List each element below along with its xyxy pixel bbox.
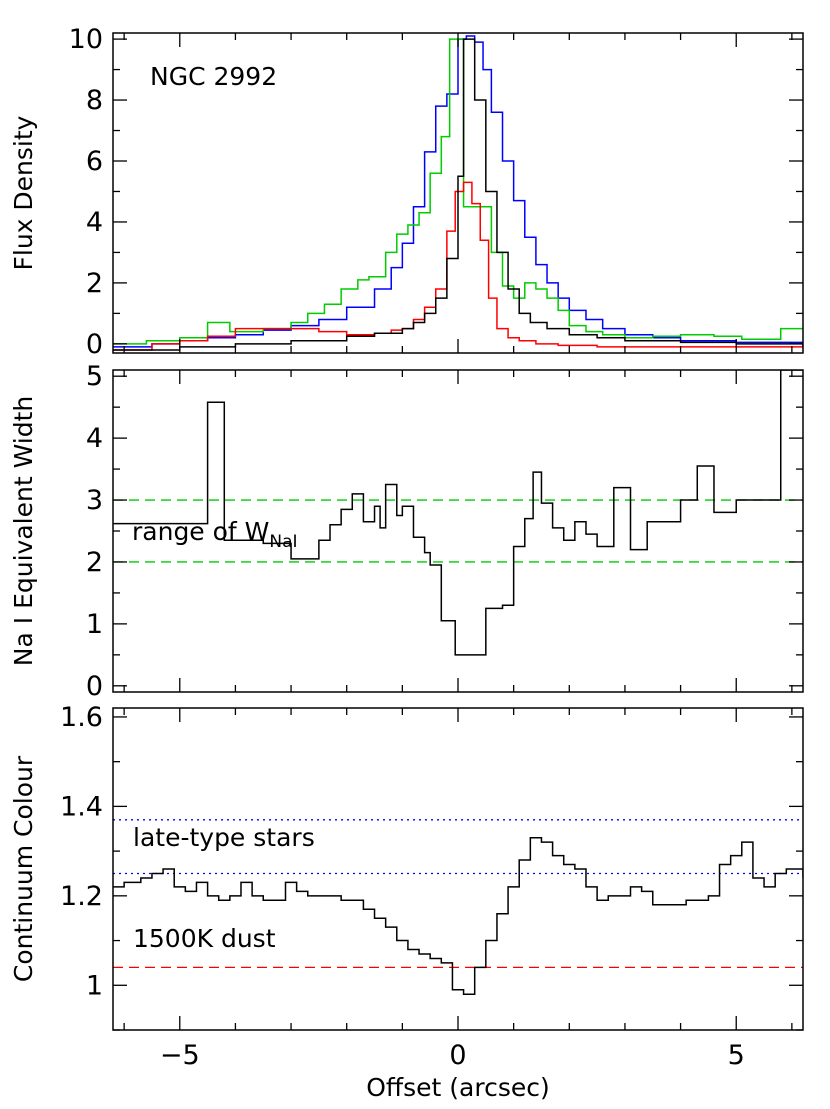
y-tick-label: 0	[86, 671, 103, 702]
y-tick-label: 8	[86, 85, 103, 116]
y-tick-label: 5	[86, 361, 103, 392]
y-tick-label: 6	[86, 146, 103, 177]
late-type-label: late-type stars	[133, 823, 315, 852]
y-tick-label: 0	[86, 329, 103, 360]
flux-density-panel: 0 2 4 6 8 10 Flux Density NGC 2992	[9, 24, 804, 360]
x-tick-label: −5	[160, 1040, 200, 1071]
y-axis-title: Continuum Colour	[9, 755, 38, 982]
y-tick-label: 4	[86, 207, 103, 238]
y-axis-title: Na I Equivalent Width	[9, 396, 38, 666]
y-tick-label: 1.4	[60, 791, 103, 822]
y-tick-label: 10	[69, 24, 103, 55]
series-line-3	[113, 38, 803, 351]
y-tick-label: 1.6	[60, 702, 103, 733]
plot-frame	[112, 707, 804, 1031]
y-tick-label: 1	[86, 970, 103, 1001]
equivalent-width-panel: 0 1 2 3 4 5 Na I Equivalent Width range of WNaI	[9, 361, 804, 702]
x-axis-tick-labels: −5 0 5	[160, 1040, 745, 1071]
dust-label: 1500K dust	[133, 924, 276, 953]
y-tick-label: 3	[86, 485, 103, 516]
x-tick-label: 0	[449, 1040, 466, 1071]
y-tick-label: 2	[86, 268, 103, 299]
range-label: range of WNaI	[132, 517, 298, 552]
y-tick-label: 2	[86, 547, 103, 578]
series-line-0	[113, 370, 803, 656]
series-line-1	[113, 38, 803, 345]
y-axis-title: Flux Density	[9, 115, 38, 270]
series-line-0	[113, 836, 803, 995]
x-axis-title: Offset (arcsec)	[366, 1073, 550, 1102]
y-tick-label: 1.2	[60, 881, 103, 912]
x-tick-label: 5	[728, 1040, 745, 1071]
galaxy-label: NGC 2992	[150, 62, 277, 91]
continuum-colour-panel: 1 1.2 1.4 1.6 Continuum Colour late-type star…	[9, 702, 804, 1031]
y-tick-label: 1	[86, 609, 103, 640]
y-tick-label: 4	[86, 423, 103, 454]
